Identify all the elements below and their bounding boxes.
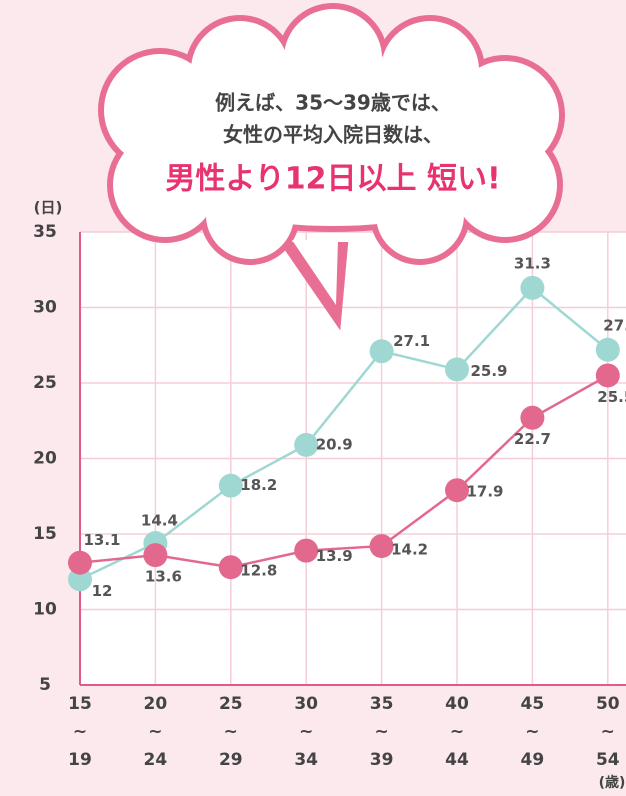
data-point — [294, 433, 318, 457]
x-tick-label: 20 ~ 24 — [135, 690, 175, 774]
data-label: 13.9 — [316, 547, 353, 565]
data-label: 13.6 — [145, 568, 182, 586]
x-tick-label: 25 ~ 29 — [211, 690, 251, 774]
x-tick-label: 30 ~ 34 — [286, 690, 326, 774]
data-point — [520, 276, 544, 300]
x-tick-label: 15 ~ 19 — [60, 690, 100, 774]
page: 12 14.4 18.2 20.9 27.1 25.9 31.3 27.2 13.1 13.6 12… — [0, 0, 626, 796]
data-point — [219, 474, 243, 498]
data-label: 13.1 — [83, 531, 120, 549]
y-tick-label: 5 — [39, 675, 51, 695]
x-tick-label: 40 ~ 44 — [437, 690, 477, 774]
data-label: 18.2 — [240, 476, 277, 494]
data-point — [596, 363, 620, 387]
data-label: 12.8 — [240, 562, 277, 580]
chart: 12 14.4 18.2 20.9 27.1 25.9 31.3 27.2 13.1 13.6 12… — [0, 0, 626, 796]
data-point — [143, 543, 167, 567]
data-point — [445, 478, 469, 502]
data-label: 25.9 — [470, 362, 507, 380]
data-point — [520, 406, 544, 430]
y-unit: (日) — [34, 199, 63, 217]
y-tick-label: 20 — [33, 449, 57, 469]
data-label: 27.2 — [603, 316, 626, 334]
x-tick-label: 35 ~ 39 — [362, 690, 402, 774]
callout-highlight: 男性より12日以上 短い! — [165, 162, 500, 197]
x-tick-label: 45 ~ 49 — [512, 690, 552, 774]
callout-line: 女性の平均入院日数は、 — [223, 123, 443, 147]
data-label: 17.9 — [466, 483, 503, 501]
data-label: 27.1 — [393, 332, 430, 350]
data-point — [370, 339, 394, 363]
data-point — [370, 534, 394, 558]
x-tick-label: 50 ~ 54 — [588, 690, 626, 774]
data-point — [596, 338, 620, 362]
callout-line: 例えば、35〜39歳では、 — [215, 91, 451, 115]
y-tick-label: 10 — [33, 600, 57, 620]
y-tick-label: 15 — [33, 524, 57, 544]
data-point — [294, 539, 318, 563]
data-label: 22.7 — [514, 430, 551, 448]
data-label: 31.3 — [514, 254, 551, 272]
data-point — [219, 555, 243, 579]
data-label: 14.2 — [391, 541, 428, 559]
x-unit: (歳) — [599, 774, 626, 791]
y-tick-label: 35 — [33, 222, 57, 242]
data-point — [68, 551, 92, 575]
data-label: 20.9 — [316, 435, 353, 453]
y-tick-label: 25 — [33, 373, 57, 393]
data-label: 25.5 — [597, 388, 626, 406]
data-label: 14.4 — [141, 512, 178, 530]
y-tick-label: 30 — [33, 298, 57, 318]
data-label: 12 — [92, 582, 113, 600]
data-point — [445, 357, 469, 381]
